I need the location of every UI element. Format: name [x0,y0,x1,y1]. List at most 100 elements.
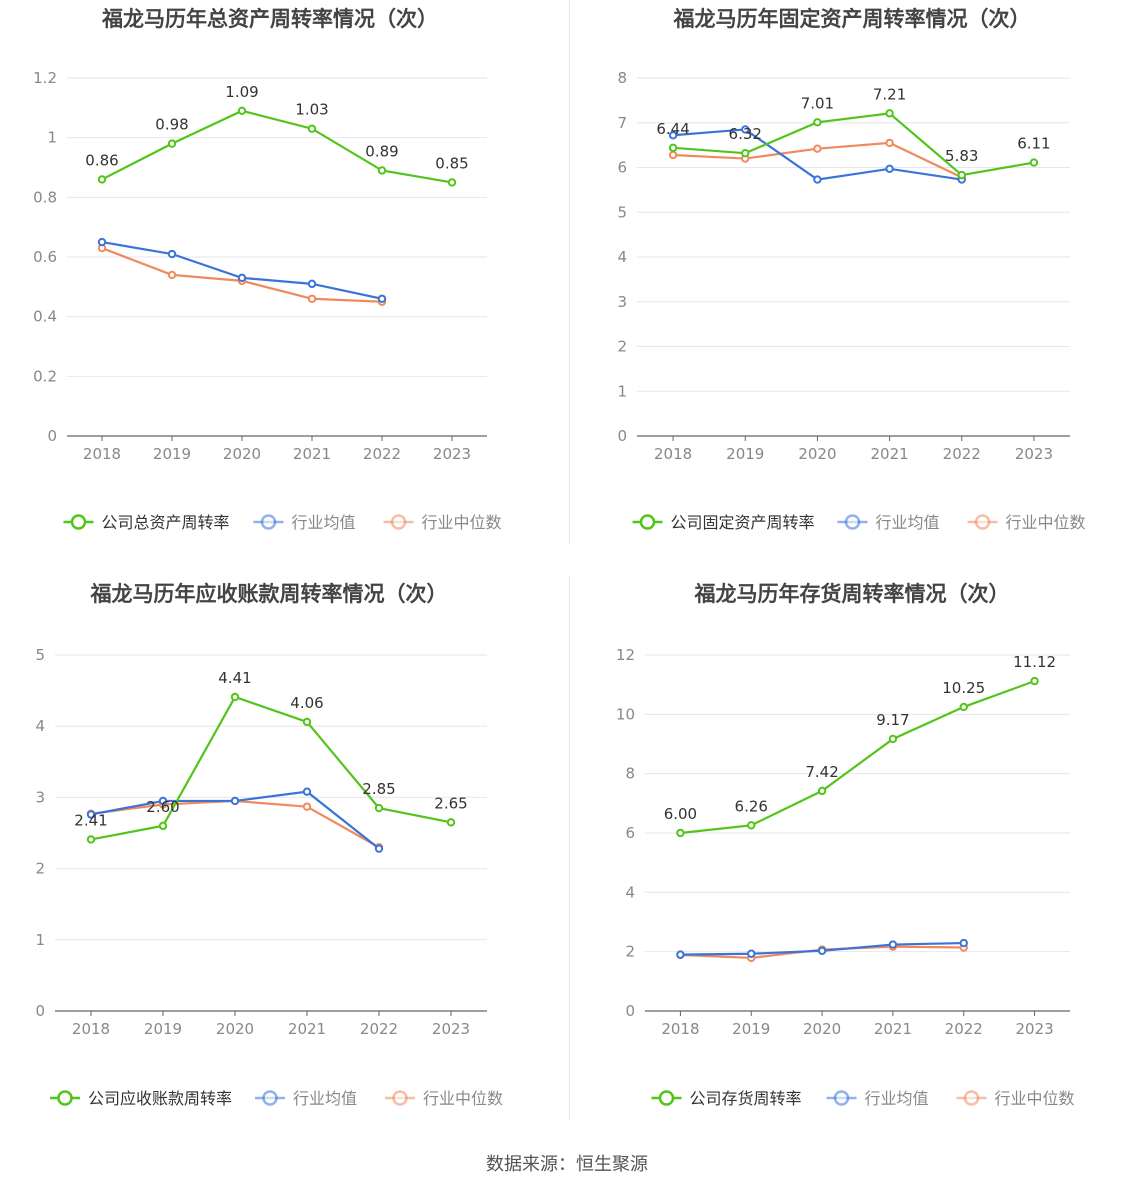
data-point [167,139,177,148]
data-label: 0.85 [435,154,468,172]
series-line [101,109,453,184]
x-tick-label: 2021 [870,445,908,463]
legend-label: 行业均值 [876,513,940,532]
data-point [959,702,968,712]
y-tick-label: 2 [625,943,635,961]
x-tick-label: 2022 [363,445,401,463]
x-tick-label: 2020 [803,1020,841,1038]
y-tick-label: 4 [35,717,45,735]
data-label: 6.11 [1017,135,1050,153]
data-point [668,150,678,160]
legend-marker [57,1090,73,1106]
data-point [813,175,822,184]
series-line [673,112,1035,177]
data-point [817,946,827,955]
y-tick-label: 1 [35,931,45,949]
data-point [813,118,822,127]
legend-label: 行业中位数 [423,1089,503,1108]
chart-panel-1: 福龙马历年总资产周转率情况（次） 0 0.2 0.4 0.6 0.8 1 1.2 2018 201… [33,7,501,532]
legend-marker [392,1090,408,1106]
y-tick-label: 5 [35,646,45,664]
data-point [885,164,894,174]
y-tick-label: 8 [617,69,627,87]
data-point [747,821,756,830]
data-point [888,734,898,744]
x-tick-label: 2022 [360,1020,398,1038]
series-line [90,695,452,841]
legend-marker [262,1090,278,1106]
chart-title: 福龙马历年固定资产周转率情况（次） [673,7,1031,31]
x-tick-label: 2019 [153,445,191,463]
x-tick-label: 2021 [874,1020,912,1038]
data-point [307,294,317,303]
legend-marker [639,514,656,530]
data-label: 2.41 [74,811,107,829]
data-point [230,692,240,702]
data-point [237,273,247,283]
y-tick-label: 0.4 [33,308,57,326]
legend-label: 公司总资产周转率 [102,513,230,532]
x-tick-label: 2023 [433,445,471,463]
data-point [307,124,317,133]
chart-title: 福龙马历年存货周转率情况（次） [694,582,1010,606]
y-tick-label: 6 [617,159,627,177]
y-tick-label: 3 [35,788,45,806]
y-tick-label: 0.2 [33,367,57,385]
data-label: 6.44 [656,120,689,138]
data-point [813,144,822,153]
data-label: 0.86 [85,151,118,169]
data-label: 1.03 [295,101,328,119]
x-tick-label: 2018 [654,445,692,463]
x-tick-label: 2021 [293,445,331,463]
legend-marker [974,514,991,530]
data-point [676,950,685,959]
y-tick-label: 0 [35,1002,45,1020]
x-tick-label: 2018 [83,445,121,463]
series-line [90,799,380,849]
y-tick-label: 7 [617,114,627,132]
data-point [885,138,894,148]
series-line [680,680,1035,835]
chart-panel-4: 福龙马历年存货周转率情况（次） 0 2 4 6 8 10 12 2018 2019 2020 2021… [616,582,1075,1108]
y-tick-label: 1.2 [33,69,57,87]
data-point [668,131,678,140]
data-point [97,175,107,184]
data-label: 0.98 [155,116,188,134]
data-point [817,786,827,796]
data-label: 9.17 [876,711,909,729]
x-tick-label: 2020 [223,445,261,463]
chart-panel-2: 福龙马历年固定资产周转率情况（次） 0 1 2 3 4 5 6 7 8 2018 2019 2020 20… [617,7,1085,532]
legend-label: 公司固定资产周转率 [671,513,815,532]
legend-label: 公司应收账款周转率 [88,1089,232,1108]
data-label: 2.65 [434,794,467,812]
data-point [158,821,168,831]
data-point [668,143,678,153]
y-tick-label: 3 [617,293,627,311]
y-tick-label: 6 [625,824,635,842]
x-tick-label: 2018 [72,1020,110,1038]
source-note: 数据来源：恒生聚源 [486,1154,648,1175]
y-tick-label: 10 [616,705,635,723]
y-tick-label: 0 [617,427,627,445]
data-label: 7.01 [801,94,834,112]
y-tick-label: 2 [617,338,627,356]
data-label: 6.32 [729,125,762,143]
legend-marker [833,1090,850,1106]
data-point [377,294,387,303]
x-tick-label: 2019 [732,1020,770,1038]
data-point [302,802,312,811]
data-point [885,109,894,118]
legend-marker [390,514,407,530]
data-point [741,148,750,158]
legend-marker [658,1090,675,1106]
legend-label: 行业中位数 [1006,513,1086,532]
chart-title: 福龙马历年应收账款周转率情况（次） [90,582,448,606]
data-label: 6.00 [664,805,697,823]
legend-label: 行业中位数 [995,1089,1075,1108]
data-point [237,106,247,116]
y-tick-label: 2 [35,860,45,878]
y-tick-label: 4 [625,883,635,901]
y-tick-label: 4 [617,248,627,266]
x-tick-label: 2022 [945,1020,983,1038]
